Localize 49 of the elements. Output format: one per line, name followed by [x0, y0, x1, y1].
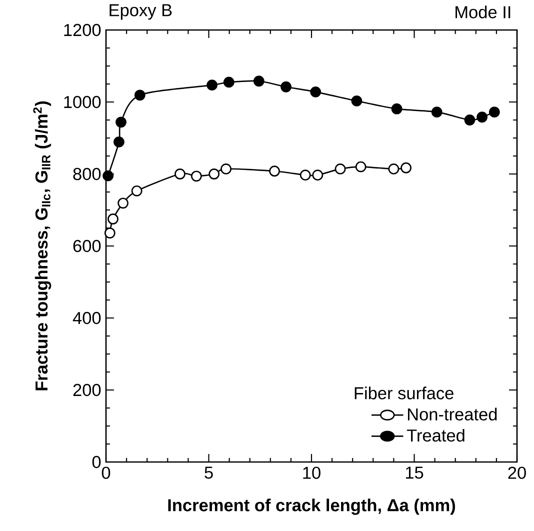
point [174, 168, 186, 180]
y-tick-label: 1200 [64, 24, 101, 36]
point [108, 214, 118, 224]
point [220, 164, 232, 174]
legend-label: Non-treated [408, 408, 497, 420]
point [131, 185, 142, 196]
y-tick-label: 200 [73, 384, 101, 396]
y-tick-label: 1000 [64, 96, 101, 108]
x-tick-label: 15 [406, 466, 424, 479]
x-tick-label: 0 [102, 466, 110, 479]
point [269, 166, 280, 177]
point [355, 161, 366, 172]
legend-label: Treated [406, 428, 464, 442]
point [208, 168, 220, 180]
point [488, 106, 500, 118]
y-tick-label: 800 [73, 168, 101, 180]
point [253, 76, 264, 87]
point [431, 106, 442, 118]
point [400, 162, 412, 174]
point [300, 170, 311, 181]
point [351, 95, 362, 106]
x-tick-label: 20 [508, 466, 526, 479]
x-tick-label: 10 [303, 466, 320, 479]
point [280, 81, 292, 92]
point [118, 198, 129, 209]
point [116, 116, 126, 128]
text: Mode II [456, 6, 510, 18]
point [388, 164, 400, 174]
point [391, 103, 402, 114]
y-tick-label: 400 [72, 312, 101, 324]
point [476, 112, 488, 123]
point [114, 136, 124, 148]
point [134, 90, 146, 101]
point [102, 170, 114, 182]
point [190, 170, 202, 182]
point [104, 228, 116, 238]
point [464, 114, 476, 126]
point [223, 76, 234, 88]
legend-title: Fiber surface [354, 386, 454, 400]
point [310, 86, 322, 98]
x-axis-title: Increment of crack length, Δa (mm) [168, 498, 456, 515]
y-tick-label: 0 [92, 456, 101, 468]
point [312, 170, 324, 181]
text: Epoxy B [110, 4, 172, 20]
x-tick-label: 5 [204, 466, 213, 479]
y-axis-title: Fracture toughness, G$_{IIc}$, G$_{IIR}$ (J/m$^{2}$) [33, 101, 52, 390]
point [334, 164, 346, 174]
point [206, 80, 218, 91]
y-tick-label: 600 [73, 240, 101, 252]
